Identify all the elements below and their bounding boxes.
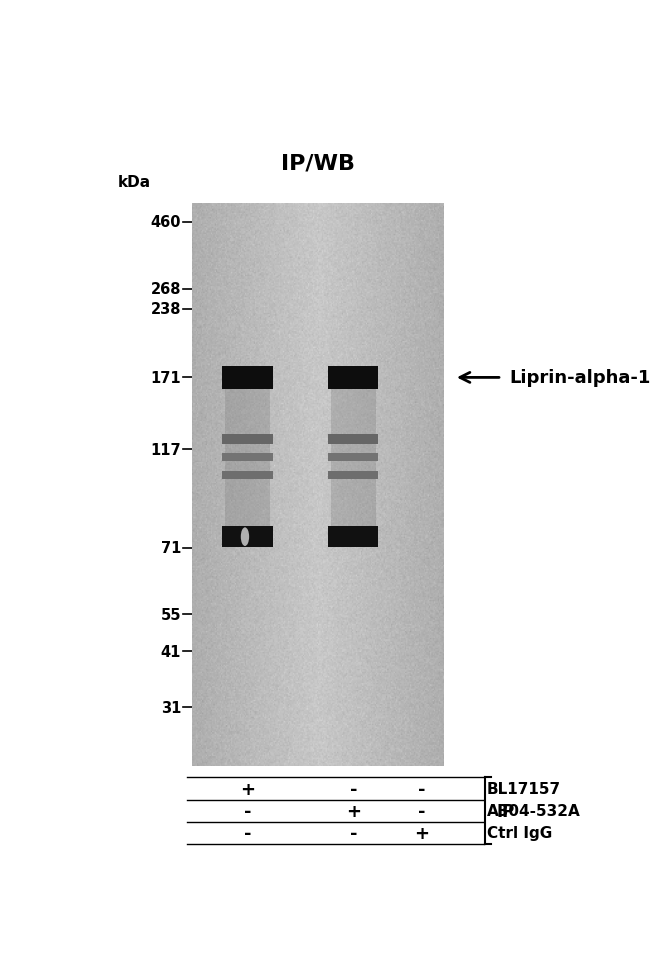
Text: +: + — [346, 801, 361, 820]
Text: Ctrl IgG: Ctrl IgG — [487, 825, 552, 841]
Text: 31: 31 — [161, 700, 181, 715]
Text: 268: 268 — [151, 282, 181, 297]
Text: 71: 71 — [161, 541, 181, 555]
Text: kDa: kDa — [118, 175, 151, 189]
Text: -: - — [417, 801, 425, 820]
Text: -: - — [350, 779, 357, 798]
Text: IP: IP — [497, 801, 515, 820]
Text: -: - — [244, 801, 252, 820]
Text: -: - — [244, 825, 252, 842]
Text: +: + — [240, 779, 255, 798]
Text: A304-532A: A304-532A — [487, 803, 580, 819]
Text: BL17157: BL17157 — [487, 781, 561, 796]
Text: -: - — [350, 825, 357, 842]
Text: 238: 238 — [151, 302, 181, 317]
Text: IP/WB: IP/WB — [281, 154, 355, 173]
Text: +: + — [414, 825, 429, 842]
Text: 460: 460 — [151, 215, 181, 230]
Text: 171: 171 — [150, 371, 181, 385]
Text: Liprin-alpha-1: Liprin-alpha-1 — [510, 369, 650, 387]
Text: 41: 41 — [161, 644, 181, 659]
Text: 55: 55 — [161, 607, 181, 623]
Text: -: - — [417, 779, 425, 798]
Text: 117: 117 — [150, 442, 181, 457]
